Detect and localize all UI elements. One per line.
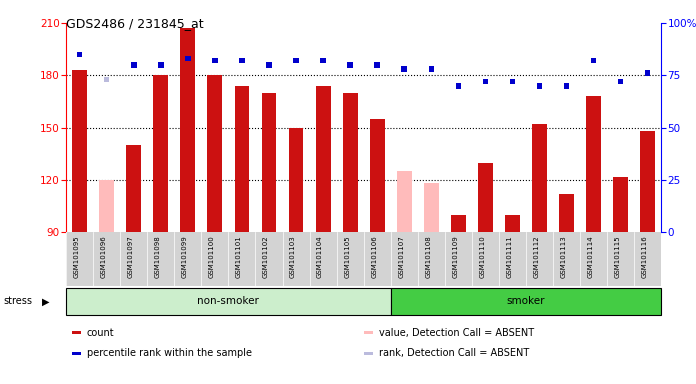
Point [237, 58, 248, 64]
Bar [390, 288, 661, 315]
Text: GSM101106: GSM101106 [371, 235, 377, 278]
Text: percentile rank within the sample: percentile rank within the sample [87, 348, 252, 358]
Point [209, 58, 221, 64]
Bar [72, 70, 87, 232]
Text: GSM101110: GSM101110 [480, 235, 485, 278]
Point [345, 62, 356, 68]
Text: GSM101095: GSM101095 [74, 235, 79, 278]
Bar [180, 28, 196, 232]
Bar [235, 86, 249, 232]
Point [317, 58, 329, 64]
Bar [342, 93, 358, 232]
Point [263, 62, 274, 68]
Text: GSM101112: GSM101112 [533, 235, 539, 278]
Text: GSM101099: GSM101099 [182, 235, 188, 278]
Bar [478, 162, 493, 232]
Text: GSM101102: GSM101102 [263, 235, 269, 278]
Text: GSM101115: GSM101115 [615, 235, 621, 278]
Text: GSM101111: GSM101111 [507, 235, 512, 278]
Text: GSM101109: GSM101109 [452, 235, 459, 278]
Text: count: count [87, 328, 115, 338]
Bar [66, 288, 390, 315]
Bar [262, 93, 276, 232]
Text: stress: stress [3, 296, 33, 306]
Text: GSM101104: GSM101104 [317, 235, 323, 278]
Bar [424, 184, 438, 232]
Point [182, 56, 193, 62]
Bar [207, 75, 222, 232]
Bar [72, 352, 81, 355]
Point [155, 62, 166, 68]
Point [561, 83, 572, 89]
Bar [289, 127, 303, 232]
Bar [397, 171, 411, 232]
Point [453, 83, 464, 89]
Text: non-smoker: non-smoker [198, 296, 260, 306]
Point [588, 58, 599, 64]
Bar [451, 215, 466, 232]
Point [290, 58, 301, 64]
Bar [153, 75, 168, 232]
Text: GSM101098: GSM101098 [155, 235, 161, 278]
Bar [363, 352, 372, 355]
Point [615, 79, 626, 85]
Text: GSM101113: GSM101113 [560, 235, 567, 278]
Bar [72, 331, 81, 334]
Bar [316, 86, 331, 232]
Point [372, 62, 383, 68]
Point [128, 62, 139, 68]
Bar [363, 331, 372, 334]
Point [507, 79, 518, 85]
Bar [100, 180, 114, 232]
Text: ▶: ▶ [42, 296, 49, 306]
Point [101, 76, 112, 83]
Bar [370, 119, 385, 232]
Text: value, Detection Call = ABSENT: value, Detection Call = ABSENT [379, 328, 534, 338]
Text: GSM101103: GSM101103 [290, 235, 296, 278]
Text: GSM101105: GSM101105 [344, 235, 350, 278]
Bar [640, 131, 655, 232]
Text: rank, Detection Call = ABSENT: rank, Detection Call = ABSENT [379, 348, 529, 358]
Point [534, 83, 545, 89]
Text: GSM101101: GSM101101 [236, 235, 242, 278]
Bar [613, 177, 628, 232]
Text: GSM101100: GSM101100 [209, 235, 215, 278]
Point [74, 51, 85, 58]
Bar [532, 124, 547, 232]
Text: GSM101116: GSM101116 [642, 235, 648, 278]
Point [480, 79, 491, 85]
Point [642, 70, 654, 76]
Text: GSM101107: GSM101107 [398, 235, 404, 278]
Bar [126, 145, 141, 232]
Text: GSM101096: GSM101096 [101, 235, 106, 278]
Text: GDS2486 / 231845_at: GDS2486 / 231845_at [66, 17, 204, 30]
Text: GSM101114: GSM101114 [587, 235, 594, 278]
Text: GSM101108: GSM101108 [425, 235, 432, 278]
Point [399, 66, 410, 72]
Point [426, 66, 437, 72]
Text: GSM101097: GSM101097 [128, 235, 134, 278]
Bar [586, 96, 601, 232]
Text: smoker: smoker [507, 296, 545, 306]
Bar [559, 194, 574, 232]
Bar [505, 215, 520, 232]
